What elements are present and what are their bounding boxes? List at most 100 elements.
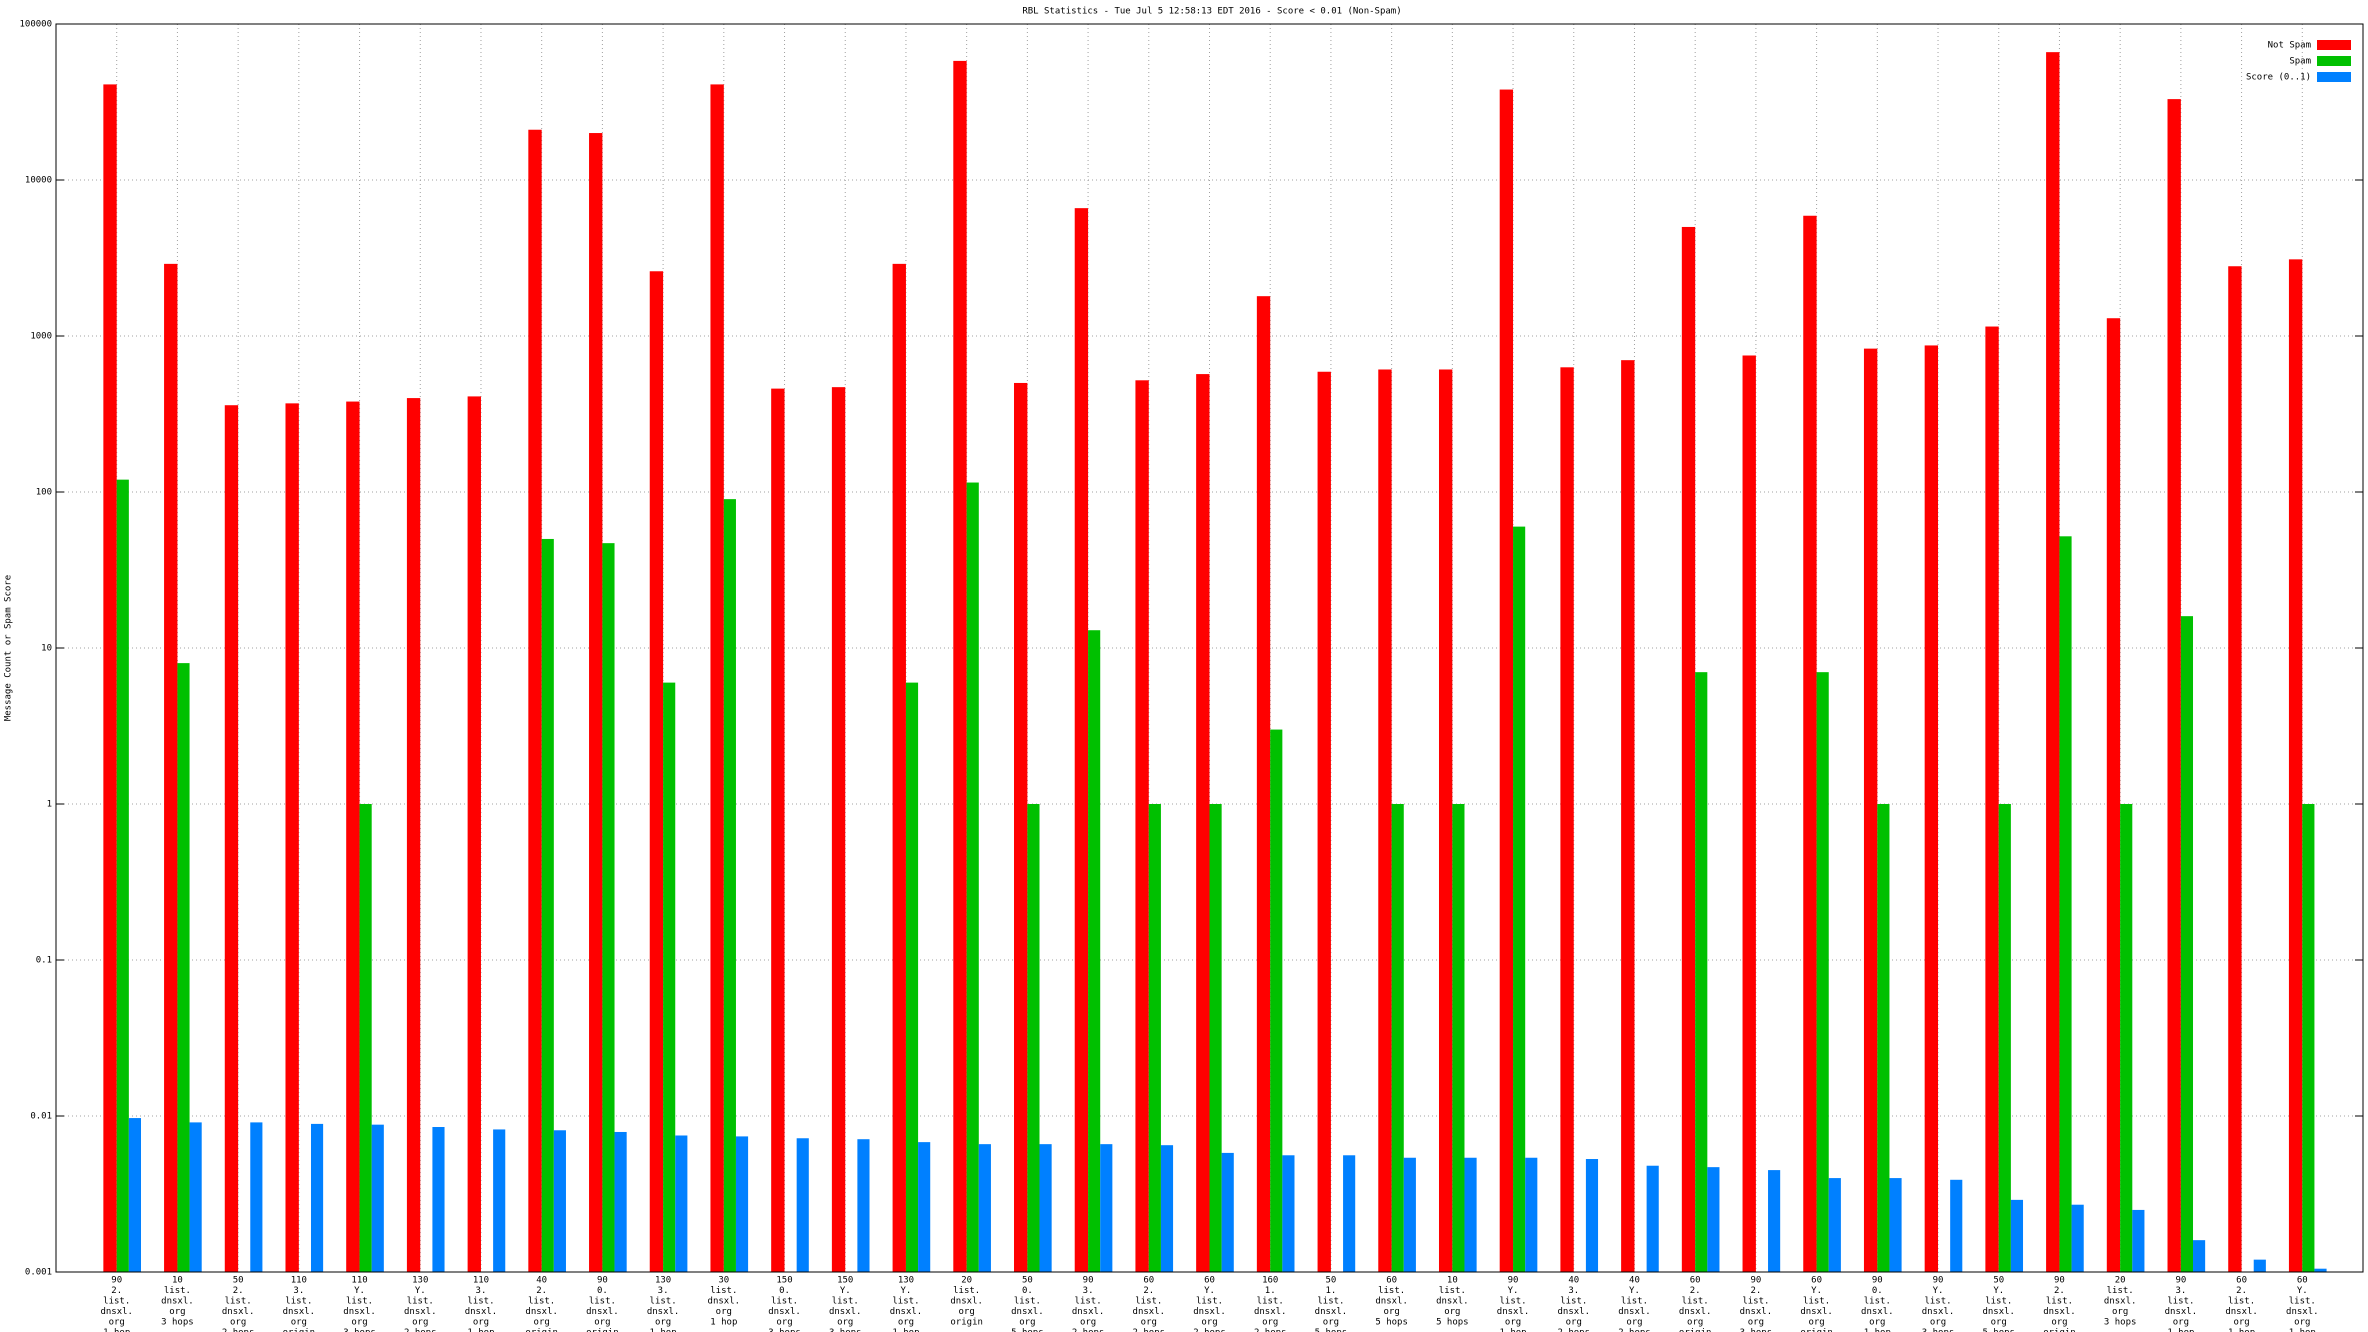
x-tick-label: 1 hop	[2289, 1328, 2316, 1332]
x-tick-label: origin	[283, 1328, 316, 1332]
bar	[103, 84, 117, 1272]
bar	[1998, 804, 2011, 1272]
x-tick-label: org	[898, 1318, 914, 1328]
x-tick-label: 3.	[1568, 1286, 1579, 1296]
x-tick-label: list.	[1500, 1297, 1527, 1307]
x-tick-label: 5 hops	[1011, 1328, 1044, 1332]
bar	[1877, 804, 1890, 1272]
x-tick-label: list.	[2289, 1297, 2316, 1307]
x-tick-label: dnsxl.	[161, 1297, 194, 1307]
bar	[1464, 1157, 1477, 1272]
x-tick-label: list.	[467, 1297, 494, 1307]
x-tick-label: 3 hops	[161, 1318, 194, 1328]
bar	[2302, 804, 2315, 1272]
x-tick-label: 150	[776, 1276, 792, 1286]
bar	[346, 401, 360, 1272]
x-tick-label: dnsxl.	[829, 1307, 862, 1317]
bar	[649, 271, 664, 1272]
x-tick-label: 2.	[233, 1286, 244, 1296]
x-tick-label: 60	[1811, 1276, 1822, 1286]
y-tick-label: 10	[41, 644, 52, 654]
x-tick-label: 30	[718, 1276, 729, 1286]
x-tick-label: 2 hops	[1193, 1328, 1226, 1332]
x-tick-label: list.	[2046, 1297, 2073, 1307]
legend-swatch	[2317, 56, 2351, 66]
x-tick-label: list.	[1378, 1286, 1405, 1296]
x-tick-label: 130	[655, 1276, 671, 1286]
x-tick-label: 5 hops	[1315, 1328, 1348, 1332]
x-tick-label: Y.	[1629, 1286, 1640, 1296]
bar	[1499, 89, 1514, 1273]
x-tick-label: dnsxl.	[1193, 1307, 1226, 1317]
x-tick-label: dnsxl.	[1679, 1307, 1712, 1317]
bar	[1924, 345, 1939, 1272]
bar	[359, 804, 372, 1272]
x-tick-label: list.	[589, 1297, 616, 1307]
x-tick-label: dnsxl.	[2165, 1307, 2198, 1317]
x-tick-label: org	[1748, 1318, 1764, 1328]
x-tick-label: 2 hops	[1254, 1328, 1287, 1332]
bar	[467, 396, 481, 1272]
x-tick-label: 90	[1750, 1276, 1761, 1286]
x-tick-label: org	[1019, 1318, 1035, 1328]
bar	[189, 1122, 202, 1272]
x-tick-label: 2.	[1143, 1286, 1154, 1296]
x-tick-label: dnsxl.	[465, 1307, 498, 1317]
bar	[285, 403, 299, 1272]
x-tick-label: dnsxl.	[283, 1307, 316, 1317]
x-tick-label: 40	[1568, 1276, 1579, 1286]
x-tick-label: 90	[1083, 1276, 1094, 1286]
bar	[2228, 266, 2242, 1272]
x-tick-label: 40	[536, 1276, 547, 1286]
x-tick-label: dnsxl.	[1011, 1307, 1044, 1317]
bar	[1863, 348, 1878, 1273]
bar	[1438, 369, 1453, 1273]
bar	[432, 1127, 445, 1272]
x-tick-label: 3 hops	[1922, 1328, 1955, 1332]
bar	[1317, 371, 1331, 1273]
x-tick-label: org	[1930, 1318, 1946, 1328]
x-tick-label: dnsxl.	[1618, 1307, 1651, 1317]
bar	[2059, 536, 2072, 1272]
bar	[2010, 1199, 2024, 1272]
x-tick-label: origin	[1800, 1328, 1833, 1332]
x-tick-label: dnsxl.	[1254, 1307, 1287, 1317]
bar	[1828, 1178, 1841, 1272]
x-tick-label: 20	[2115, 1276, 2126, 1286]
bar	[1148, 804, 1161, 1272]
x-tick-label: origin	[586, 1328, 619, 1332]
x-tick-label: origin	[2043, 1328, 2076, 1332]
bar	[1452, 804, 1465, 1272]
bar	[1209, 804, 1222, 1272]
x-tick-label: org	[716, 1307, 732, 1317]
bar	[2314, 1268, 2327, 1272]
x-tick-label: Y.	[840, 1286, 851, 1296]
x-tick-label: org	[412, 1318, 428, 1328]
x-tick-label: org	[230, 1318, 246, 1328]
bar	[675, 1135, 688, 1272]
x-tick-label: list.	[225, 1297, 252, 1307]
bar	[2253, 1259, 2266, 1272]
bar	[1088, 630, 1101, 1272]
x-tick-label: org	[351, 1318, 367, 1328]
bar	[250, 1122, 263, 1272]
x-tick-label: origin	[1679, 1328, 1712, 1332]
x-tick-label: org	[1201, 1318, 1217, 1328]
x-tick-label: list.	[1560, 1297, 1587, 1307]
bar	[1803, 215, 1817, 1273]
x-tick-label: dnsxl.	[1315, 1307, 1348, 1317]
x-tick-label: org	[655, 1318, 671, 1328]
x-tick-label: Y.	[1811, 1286, 1822, 1296]
x-tick-label: 2.	[536, 1286, 547, 1296]
x-tick-label: org	[1323, 1318, 1339, 1328]
x-tick-label: dnsxl.	[222, 1307, 255, 1317]
x-tick-label: org	[291, 1318, 307, 1328]
x-tick-label: 1 hop	[103, 1328, 130, 1332]
x-tick-label: list.	[1257, 1297, 1284, 1307]
x-tick-label: list.	[2167, 1297, 2194, 1307]
x-tick-label: 130	[412, 1276, 428, 1286]
x-tick-label: list.	[2107, 1286, 2134, 1296]
bar	[1100, 1144, 1113, 1272]
bar	[493, 1129, 506, 1272]
